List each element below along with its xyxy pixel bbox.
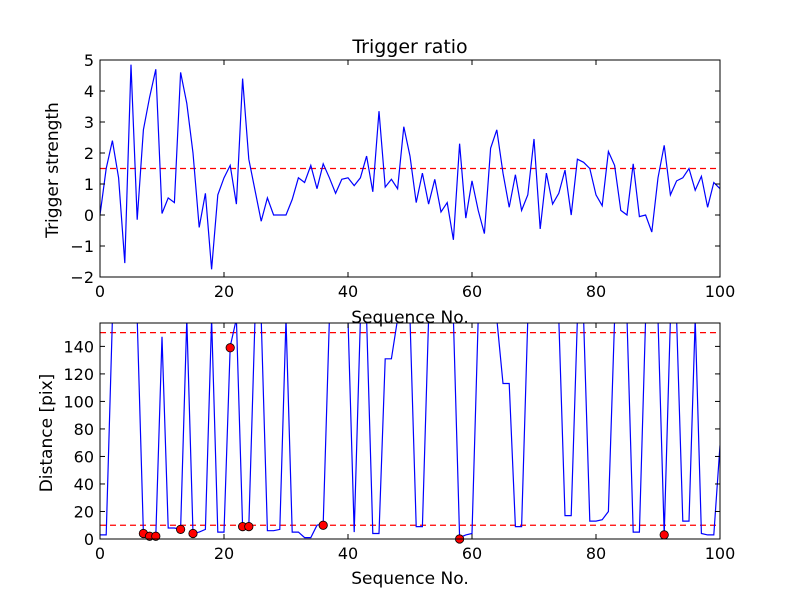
y-tick-label: 40 [74, 475, 94, 494]
chart-title: Trigger ratio [351, 36, 467, 58]
x-tick-label: 80 [586, 282, 606, 301]
y-tick-label: −2 [70, 268, 94, 287]
y-tick-label: 0 [84, 530, 94, 549]
data-marker [244, 522, 254, 532]
y-tick-label: 80 [74, 420, 94, 439]
y-tick-label: 5 [84, 51, 94, 70]
y-tick-label: 0 [84, 206, 94, 225]
x-tick-label: 60 [462, 544, 482, 563]
x-tick-label: 100 [705, 544, 736, 563]
data-marker [318, 520, 328, 530]
y-tick-label: 1 [84, 175, 94, 194]
x-tick-label: 40 [338, 544, 358, 563]
x-tick-label: 20 [214, 282, 234, 301]
plot-frame [99, 59, 721, 278]
series-line [100, 323, 720, 539]
x-tick-label: 20 [214, 544, 234, 563]
y-tick-label: 2 [84, 144, 94, 163]
x-tick-label: 0 [95, 544, 105, 563]
y-tick-label: 3 [84, 113, 94, 132]
x-tick-label: 100 [705, 282, 736, 301]
series-line [100, 64, 720, 270]
y-tick-label: 60 [74, 447, 94, 466]
y-tick-label: 120 [63, 365, 94, 384]
data-marker [659, 530, 669, 540]
y-tick-label: −1 [70, 237, 94, 256]
data-marker [188, 528, 198, 539]
plot-area: 0 20 40 60 80 100 −2 −1 0 1 2 3 4 5 [70, 51, 735, 301]
data-marker [225, 343, 235, 353]
y-tick-label: 4 [84, 82, 94, 101]
plot-frame [99, 322, 721, 540]
y-tick-label: 20 [74, 502, 94, 521]
x-axis-label: Sequence No. [351, 569, 468, 589]
y-axis-label: Trigger strength [43, 102, 63, 239]
y-axis-label: Distance [pix] [37, 374, 57, 493]
x-tick-label: 40 [338, 282, 358, 301]
y-tick-label: 140 [63, 337, 94, 356]
x-tick-label: 0 [95, 282, 105, 301]
plot-area: 0 20 40 60 80 100 0 20 40 60 80 100 120 140 [63, 322, 736, 563]
x-tick-label: 80 [586, 544, 606, 563]
x-tick-label: 60 [462, 282, 482, 301]
data-marker [151, 531, 161, 541]
data-marker [176, 524, 186, 534]
y-tick-label: 100 [63, 392, 94, 411]
distance-chart: 0 20 40 60 80 100 0 20 40 60 80 100 120 140 Sequence … [37, 322, 736, 589]
